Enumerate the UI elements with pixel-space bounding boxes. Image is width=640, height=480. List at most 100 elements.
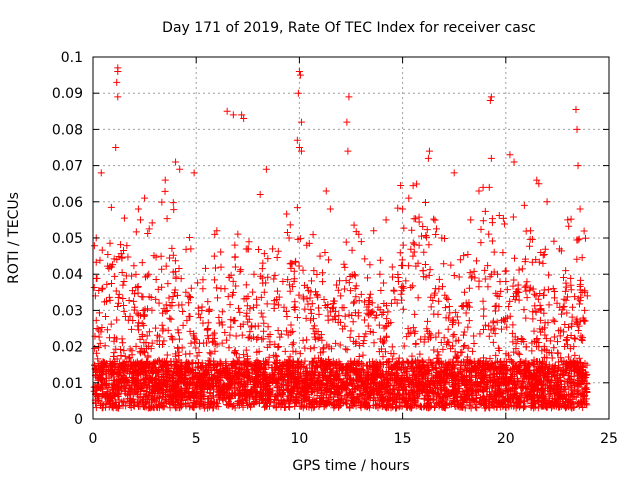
data-point [131, 303, 139, 311]
data-point [435, 370, 443, 378]
data-point [347, 375, 355, 383]
data-point [160, 403, 168, 411]
data-point [259, 389, 267, 397]
data-point [521, 258, 529, 266]
data-point [218, 321, 226, 329]
data-point [545, 361, 553, 369]
data-point [120, 214, 128, 222]
data-point [259, 313, 267, 321]
data-point [580, 377, 588, 385]
data-point [407, 402, 415, 410]
data-point [567, 331, 575, 339]
data-point [236, 365, 244, 373]
data-point [236, 267, 244, 275]
data-point [403, 357, 411, 365]
data-point [423, 325, 431, 333]
data-point [327, 308, 335, 316]
data-point [138, 331, 146, 339]
data-point [342, 365, 350, 373]
data-point [560, 303, 568, 311]
data-point [379, 397, 387, 405]
data-point [417, 385, 425, 393]
data-point [583, 361, 591, 369]
data-point [102, 312, 110, 320]
data-point [576, 358, 584, 366]
data-point [106, 239, 114, 247]
data-point [551, 317, 559, 325]
data-point [357, 400, 365, 408]
data-point [360, 389, 368, 397]
data-point [273, 383, 281, 391]
data-point [521, 391, 529, 399]
data-point [249, 333, 257, 341]
data-point [394, 386, 402, 394]
data-point [537, 248, 545, 256]
data-point [171, 268, 179, 276]
data-point [150, 252, 158, 260]
data-point [412, 262, 420, 270]
data-point [300, 401, 308, 409]
data-point [301, 344, 309, 352]
data-point [445, 314, 453, 322]
data-point [135, 326, 143, 334]
data-point [243, 352, 251, 360]
data-point [410, 401, 418, 409]
data-point [262, 402, 270, 410]
data-point [479, 326, 487, 334]
data-point [92, 258, 100, 266]
data-point [201, 372, 209, 380]
data-point [144, 352, 152, 360]
data-point [287, 382, 295, 390]
data-point [341, 285, 349, 293]
data-point [172, 381, 180, 389]
data-point [214, 294, 222, 302]
data-point [556, 376, 564, 384]
data-point [270, 304, 278, 312]
data-point [93, 365, 101, 373]
data-point [276, 333, 284, 341]
data-point [240, 295, 248, 303]
data-point [477, 225, 485, 233]
data-point [195, 310, 203, 318]
data-point [286, 221, 294, 229]
data-point [420, 359, 428, 367]
data-point [145, 342, 153, 350]
data-point [305, 396, 313, 404]
data-point [172, 398, 180, 406]
data-point [419, 369, 427, 377]
data-point [529, 360, 537, 368]
data-point [350, 358, 358, 366]
data-point [580, 392, 588, 400]
data-point [509, 338, 517, 346]
data-point [286, 353, 294, 361]
data-point [150, 366, 158, 374]
data-point [510, 276, 518, 284]
data-point [488, 359, 496, 367]
data-point [581, 288, 589, 296]
data-point [421, 198, 429, 206]
data-point [581, 306, 589, 314]
data-point [434, 348, 442, 356]
data-point [402, 368, 410, 376]
data-point [110, 353, 118, 361]
data-point [526, 235, 534, 243]
data-point [331, 313, 339, 321]
data-point [165, 391, 173, 399]
data-point [538, 366, 546, 374]
data-point [259, 335, 267, 343]
data-point [485, 332, 493, 340]
data-point [92, 404, 100, 412]
data-point [567, 400, 575, 408]
data-point [160, 337, 168, 345]
data-point [396, 380, 404, 388]
data-point [241, 366, 249, 374]
data-point [550, 344, 558, 352]
data-point [163, 351, 171, 359]
data-point [365, 394, 373, 402]
data-point [191, 383, 199, 391]
data-point [135, 319, 143, 327]
data-point [258, 377, 266, 385]
data-point [535, 339, 543, 347]
data-point [346, 389, 354, 397]
data-point [106, 296, 114, 304]
